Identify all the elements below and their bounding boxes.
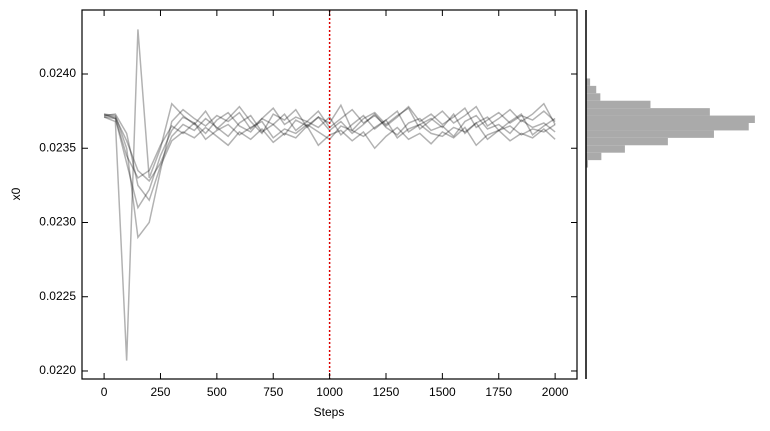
y-tick-label: 0.0240 bbox=[39, 66, 76, 80]
y-tick-label: 0.0230 bbox=[39, 215, 76, 229]
x-tick-label: 750 bbox=[263, 385, 283, 399]
x-tick-label: 1250 bbox=[373, 385, 400, 399]
histogram-bar bbox=[586, 137, 668, 146]
histogram-bar bbox=[586, 100, 651, 109]
x-tick-label: 1750 bbox=[485, 385, 512, 399]
x-tick-label: 0 bbox=[101, 385, 108, 399]
y-tick-label: 0.0220 bbox=[39, 363, 76, 377]
histogram-bar bbox=[586, 93, 601, 101]
histogram-bar bbox=[586, 115, 755, 124]
x-tick-label: 250 bbox=[150, 385, 170, 399]
histogram-bar bbox=[586, 85, 597, 94]
x-tick-label: 1500 bbox=[429, 385, 456, 399]
x-tick-label: 1000 bbox=[316, 385, 343, 399]
histogram-bar bbox=[586, 123, 749, 131]
x-axis-label: Steps bbox=[314, 405, 345, 419]
histogram-bar bbox=[586, 160, 589, 168]
histogram-bar bbox=[586, 78, 591, 86]
histogram-bar bbox=[586, 152, 602, 161]
x-tick-label: 2000 bbox=[542, 385, 569, 399]
y-axis-label: x0 bbox=[9, 187, 23, 200]
histogram-bar bbox=[586, 130, 714, 138]
x-tick-label: 500 bbox=[207, 385, 227, 399]
walker-trace bbox=[103, 109, 556, 210]
histogram-bar bbox=[586, 145, 625, 153]
y-tick-label: 0.0235 bbox=[39, 140, 76, 154]
y-tick-label: 0.0225 bbox=[39, 289, 76, 303]
histogram-bar bbox=[586, 108, 710, 116]
